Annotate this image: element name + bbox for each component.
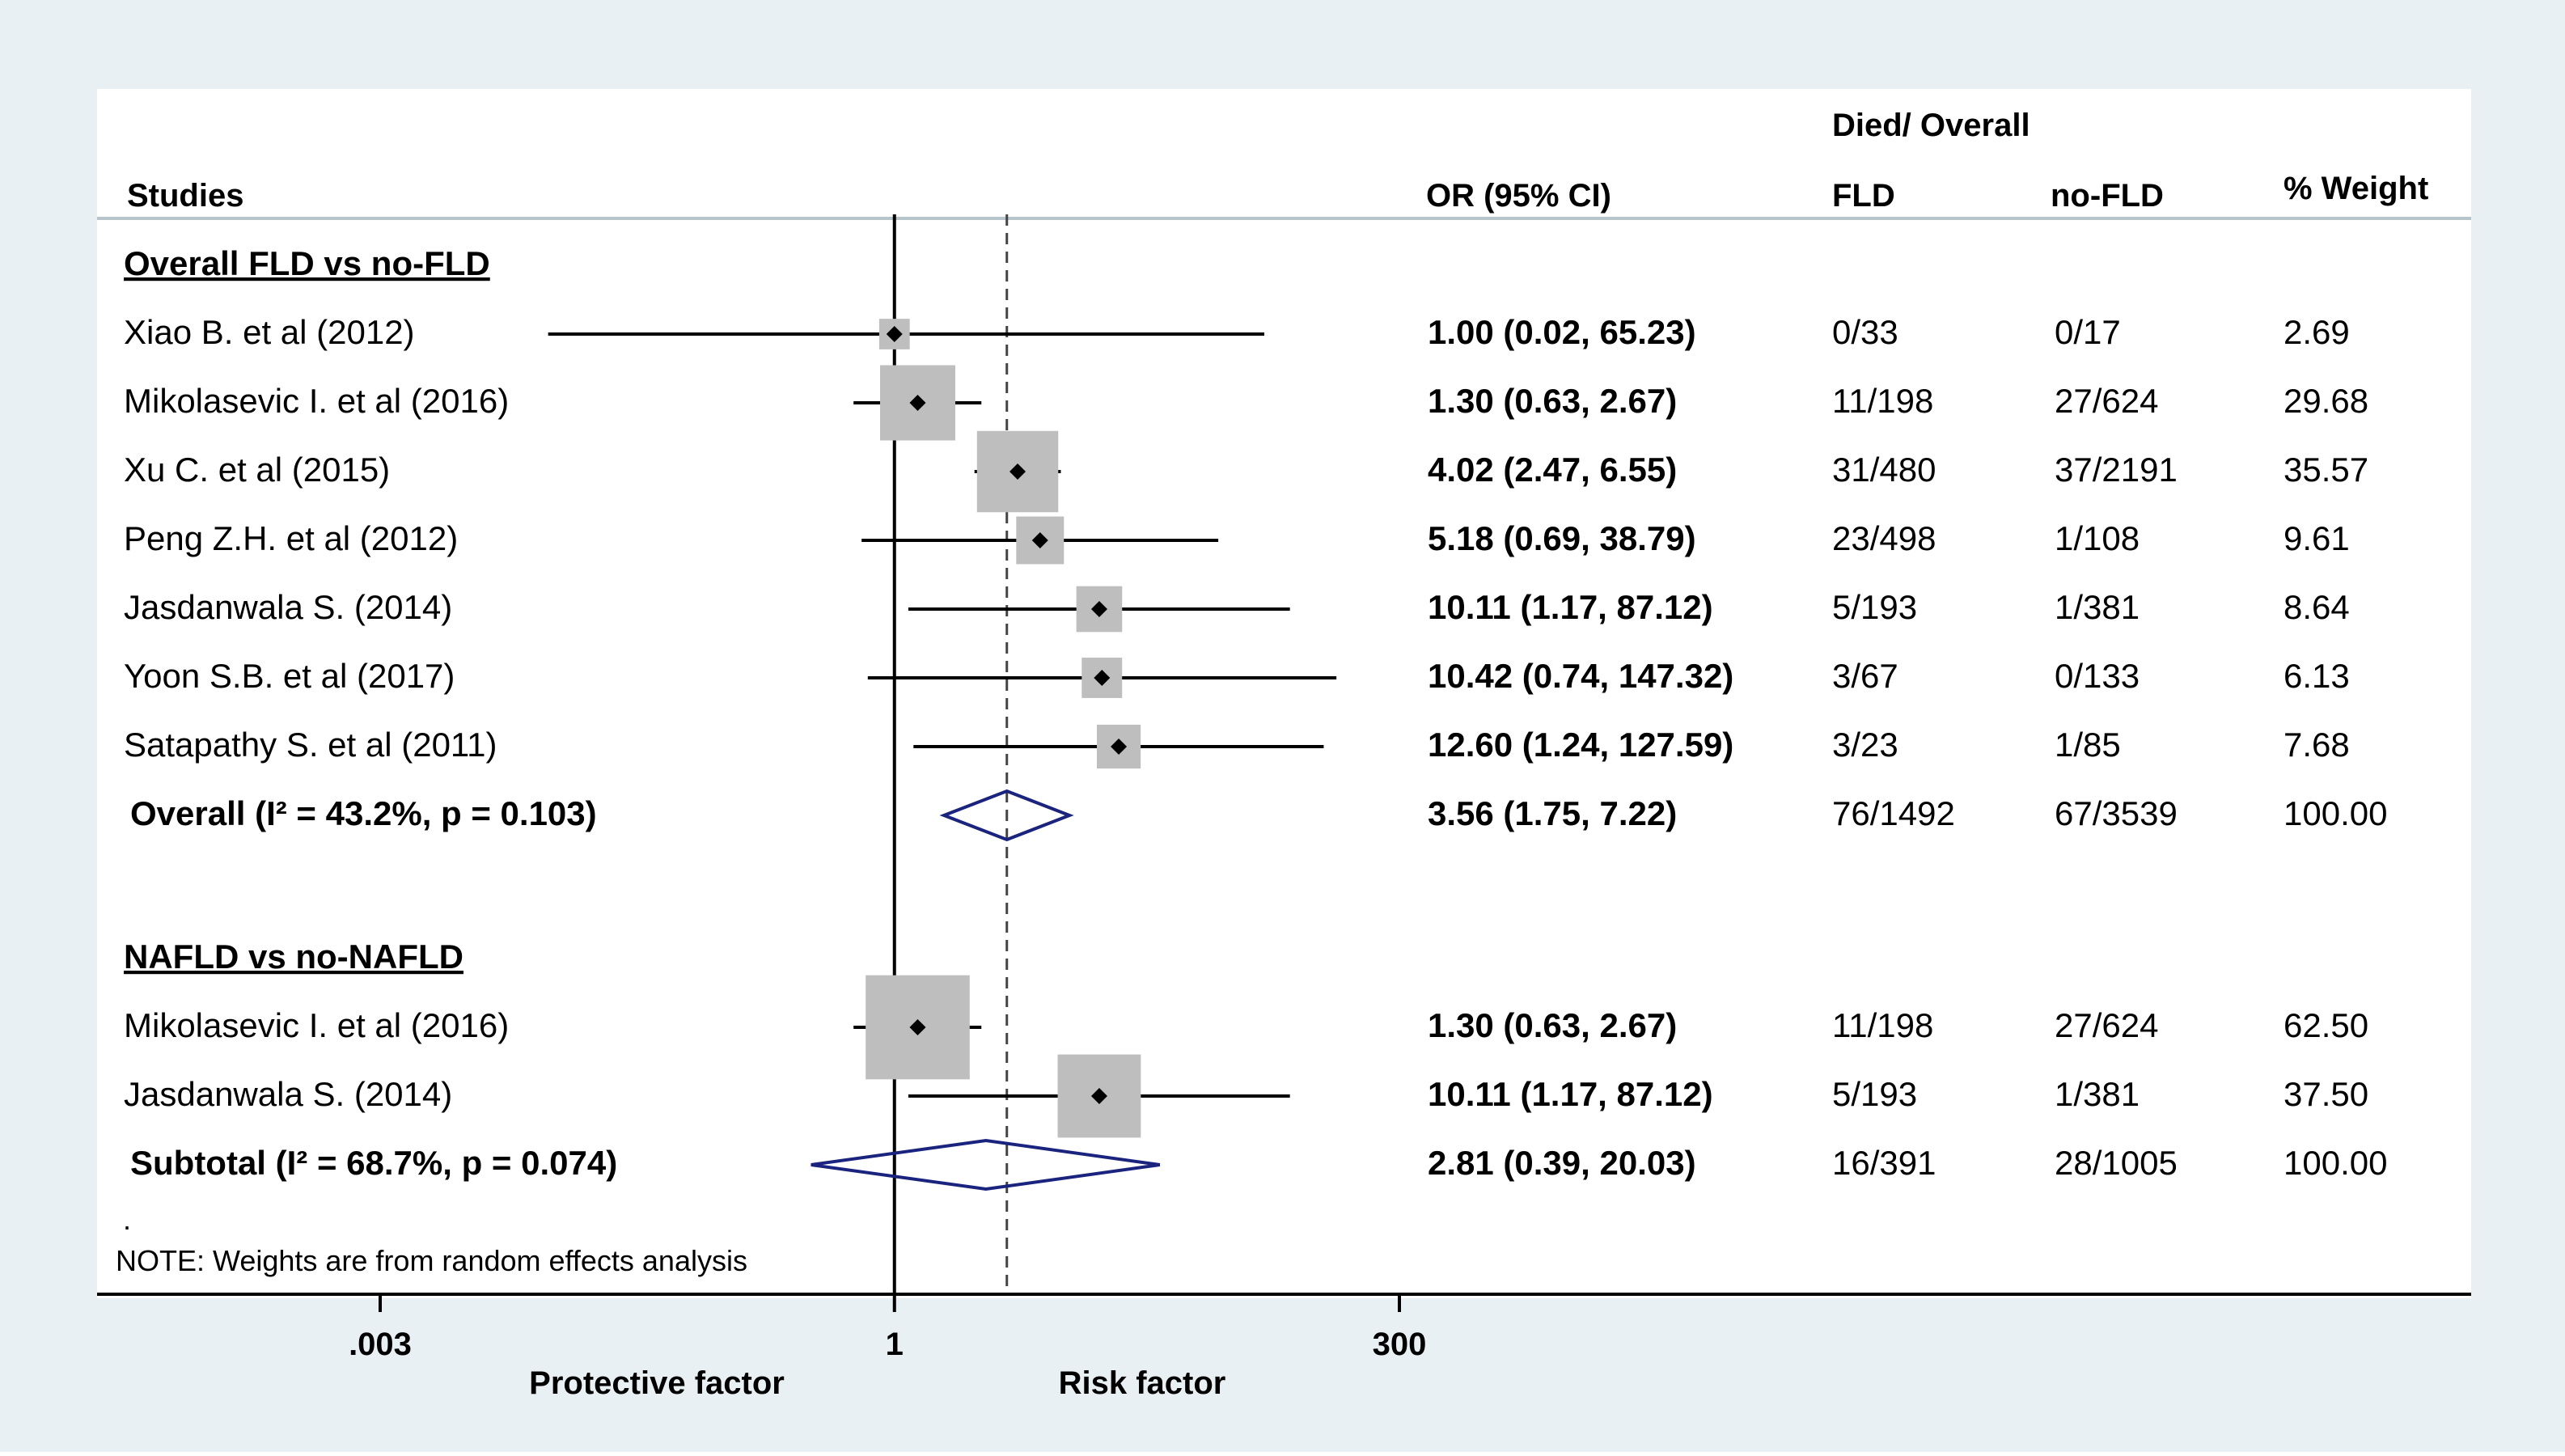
x-label-risk: Risk factor <box>1059 1365 1226 1401</box>
point-estimate <box>1090 1088 1107 1104</box>
study-weight: 9.61 <box>2284 519 2350 557</box>
table-rows: Overall FLD vs no-FLD Xiao B. et al (2012… <box>124 244 2387 1182</box>
study-or-ci: 10.11 (1.17, 87.12) <box>1428 588 1713 626</box>
study-name: Jasdanwala S. (2014) <box>124 588 452 626</box>
study-no-fld: 1/85 <box>2055 726 2121 764</box>
study-name: Jasdanwala S. (2014) <box>124 1075 452 1113</box>
pooled-diamond <box>811 1138 1161 1191</box>
study-fld: 3/67 <box>1832 657 1898 695</box>
pooled-fld: 16/391 <box>1832 1144 1936 1182</box>
pooled-or-ci: 2.81 (0.39, 20.03) <box>1428 1144 1696 1182</box>
pooled-no-fld: 28/1005 <box>2055 1144 2178 1182</box>
study-or-ci: 1.30 (0.63, 2.67) <box>1428 382 1677 420</box>
study-name: Yoon S.B. et al (2017) <box>124 657 455 695</box>
pooled-weight: 100.00 <box>2284 794 2387 832</box>
point-estimate <box>1090 601 1107 617</box>
study-fld: 3/23 <box>1832 726 1898 764</box>
study-or-ci: 5.18 (0.69, 38.79) <box>1428 519 1696 557</box>
pooled-fld: 76/1492 <box>1832 794 1955 832</box>
study-no-fld: 1/381 <box>2055 588 2140 626</box>
study-weight: 8.64 <box>2284 588 2350 626</box>
study-fld: 5/193 <box>1832 1075 1917 1113</box>
study-or-ci: 1.00 (0.02, 65.23) <box>1428 313 1696 351</box>
pooled-or-ci: 3.56 (1.75, 7.22) <box>1428 794 1677 832</box>
x-tick-label: 1 <box>886 1327 904 1362</box>
study-weight: 6.13 <box>2284 657 2350 695</box>
study-or-ci: 10.42 (0.74, 147.32) <box>1428 657 1733 695</box>
header-group-died-overall: Died/ Overall <box>1832 108 2030 143</box>
pooled-weight: 100.00 <box>2284 1144 2387 1182</box>
point-estimate <box>909 1019 926 1035</box>
study-name: Peng Z.H. et al (2012) <box>124 519 458 557</box>
pooled-label: Overall (I² = 43.2%, p = 0.103) <box>130 794 597 832</box>
study-weight: 29.68 <box>2284 382 2368 420</box>
study-name: Xiao B. et al (2012) <box>124 313 415 351</box>
x-tick-label: .003 <box>349 1327 412 1362</box>
study-no-fld: 0/133 <box>2055 657 2140 695</box>
study-name: Satapathy S. et al (2011) <box>124 726 497 764</box>
pooled-no-fld: 67/3539 <box>2055 794 2178 832</box>
study-weight: 35.57 <box>2284 451 2368 489</box>
point-estimate <box>1094 670 1111 686</box>
study-fld: 5/193 <box>1832 588 1917 626</box>
header-studies: Studies <box>127 178 243 214</box>
header-fld: FLD <box>1832 178 1895 214</box>
point-estimate <box>1009 463 1026 480</box>
point-estimate <box>886 326 903 342</box>
study-fld: 11/198 <box>1832 382 1933 420</box>
study-fld: 11/198 <box>1832 1006 1933 1044</box>
study-no-fld: 1/381 <box>2055 1075 2140 1113</box>
stray-dot: . <box>123 1203 131 1236</box>
study-name: Mikolasevic I. et al (2016) <box>124 1006 509 1044</box>
header-no-fld: no-FLD <box>2051 178 2164 214</box>
study-fld: 0/33 <box>1832 313 1898 351</box>
study-or-ci: 4.02 (2.47, 6.55) <box>1428 451 1677 489</box>
study-or-ci: 12.60 (1.24, 127.59) <box>1428 726 1733 764</box>
study-no-fld: 1/108 <box>2055 519 2140 557</box>
subgroup-title: Overall FLD vs no-FLD <box>124 244 490 282</box>
study-weight: 62.50 <box>2284 1006 2368 1044</box>
study-no-fld: 27/624 <box>2055 1006 2158 1044</box>
study-fld: 23/498 <box>1832 519 1936 557</box>
x-tick-label: 300 <box>1373 1327 1427 1362</box>
point-estimate <box>1031 532 1048 548</box>
point-estimate <box>1111 739 1128 755</box>
pooled-label: Subtotal (I² = 68.7%, p = 0.074) <box>130 1144 617 1182</box>
study-weight: 2.69 <box>2284 313 2350 351</box>
study-no-fld: 27/624 <box>2055 382 2158 420</box>
pooled-diamond <box>939 789 1074 842</box>
header-weight: % Weight <box>2284 171 2428 206</box>
header-or-ci: OR (95% CI) <box>1426 178 1611 214</box>
study-no-fld: 37/2191 <box>2055 451 2178 489</box>
plot-marks <box>548 214 1337 1294</box>
study-weight: 7.68 <box>2284 726 2350 764</box>
study-name: Mikolasevic I. et al (2016) <box>124 382 509 420</box>
point-estimate <box>909 395 926 411</box>
study-or-ci: 1.30 (0.63, 2.67) <box>1428 1006 1677 1044</box>
study-weight: 37.50 <box>2284 1075 2368 1113</box>
x-axis-ticks: .003 1 300 <box>349 1294 1426 1362</box>
study-fld: 31/480 <box>1832 451 1936 489</box>
study-no-fld: 0/17 <box>2055 313 2121 351</box>
footnote: NOTE: Weights are from random effects an… <box>116 1244 747 1277</box>
study-or-ci: 10.11 (1.17, 87.12) <box>1428 1075 1713 1113</box>
subgroup-title: NAFLD vs no-NAFLD <box>124 938 463 976</box>
study-name: Xu C. et al (2015) <box>124 451 390 489</box>
x-label-protective: Protective factor <box>529 1365 785 1401</box>
